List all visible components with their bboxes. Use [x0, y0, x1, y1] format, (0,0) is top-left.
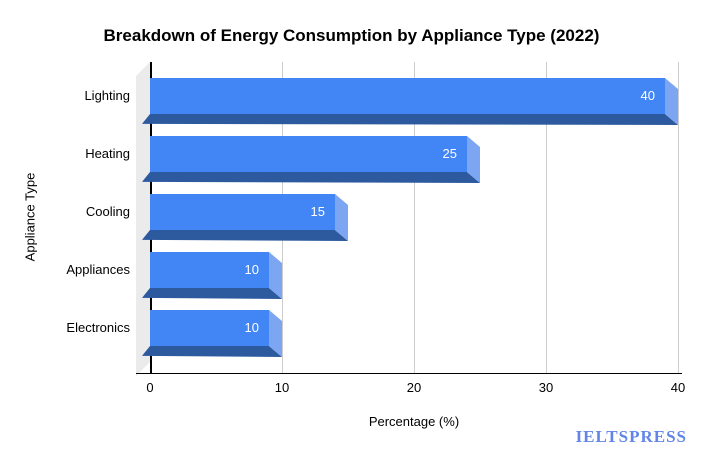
- bar-bottom-face: [142, 288, 282, 299]
- x-tick-label-10: 10: [274, 380, 290, 395]
- bar: 40: [150, 78, 665, 114]
- x-tick-label-0: 0: [146, 380, 154, 395]
- bar-value-label: 10: [244, 320, 259, 335]
- category-label: Heating: [85, 146, 130, 161]
- bar-value-label: 25: [442, 146, 457, 161]
- bar-value-label: 10: [244, 262, 259, 277]
- bar-value-label: 15: [310, 204, 325, 219]
- category-label: Electronics: [66, 320, 130, 335]
- bar: 10: [150, 252, 269, 288]
- bar-bottom-face: [142, 346, 282, 357]
- bar-end-face: [665, 78, 678, 125]
- watermark: IELTSPRESS: [575, 427, 687, 446]
- x-tick-label-40: 40: [670, 380, 686, 395]
- bar-bottom-face: [142, 114, 678, 125]
- category-label: Lighting: [84, 88, 130, 103]
- bar-row: Electronics 10: [66, 310, 678, 357]
- bar: 15: [150, 194, 335, 230]
- category-label: Appliances: [66, 262, 130, 277]
- bar: 10: [150, 310, 269, 346]
- plot-area: Lighting 40 Heating 25 Cooling 15 Appliances 10…: [66, 62, 682, 373]
- x-tick-label-20: 20: [406, 380, 422, 395]
- bar: 25: [150, 136, 467, 172]
- bar-end-face: [269, 252, 282, 299]
- bar-row: Appliances 10: [66, 252, 678, 299]
- bar-bottom-face: [142, 230, 348, 241]
- bar-bottom-face: [142, 172, 480, 183]
- bar-row: Heating 25: [85, 136, 678, 183]
- bars: Lighting 40 Heating 25 Cooling 15 Appliances 10…: [66, 62, 678, 373]
- bar-value-label: 40: [640, 88, 655, 103]
- 3d-wall: [136, 62, 150, 376]
- x-axis-ticks: 0 10 20 30 40: [146, 380, 685, 396]
- bar-row: Lighting 40: [84, 78, 678, 125]
- gridline-30: [546, 62, 547, 373]
- chart-title: Breakdown of Energy Consumption by Appli…: [103, 26, 600, 45]
- bar-row: Cooling 15: [86, 194, 678, 241]
- x-tick-label-30: 30: [538, 380, 554, 395]
- bar-end-face: [269, 310, 282, 357]
- x-axis-line: [136, 372, 682, 374]
- x-axis-title: Percentage (%): [368, 414, 460, 429]
- gridline-20: [414, 62, 415, 373]
- category-label: Cooling: [85, 204, 130, 219]
- gridline-40: [678, 62, 679, 373]
- y-axis-title: Appliance Type: [22, 172, 38, 262]
- bar-end-face: [467, 136, 480, 183]
- bar-end-face: [335, 194, 348, 241]
